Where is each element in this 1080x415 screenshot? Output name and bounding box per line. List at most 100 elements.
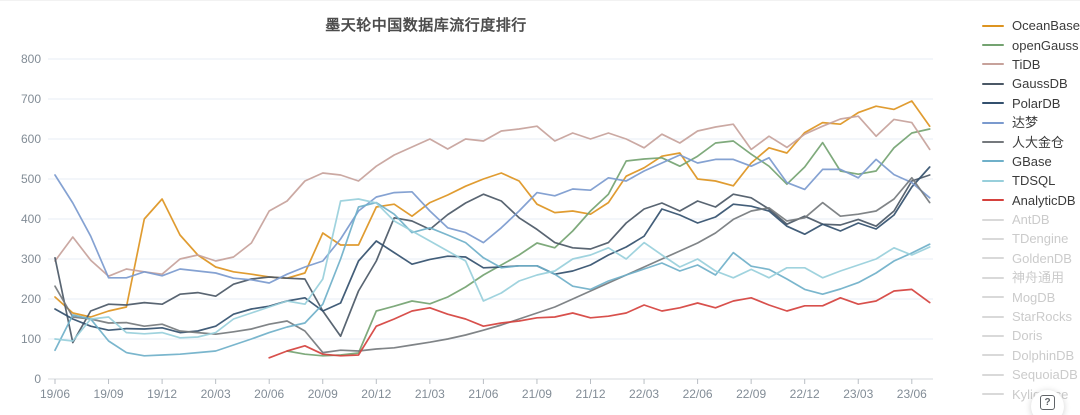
legend-label: OceanBase — [1012, 18, 1080, 34]
x-axis-tick-label: 22/03 — [629, 387, 659, 401]
legend-swatch — [982, 218, 1004, 221]
legend-swatch — [982, 141, 1004, 144]
y-axis-tick-label: 100 — [21, 332, 41, 346]
series-line-PolarDB — [54, 166, 931, 334]
legend-item-TDSQL[interactable]: TDSQL — [982, 171, 1080, 190]
legend-label: GBase — [1012, 153, 1052, 169]
legend-label: 达梦 — [1012, 115, 1039, 131]
legend-label: 神舟通用 — [1012, 270, 1065, 286]
legend-swatch — [982, 334, 1004, 337]
series-line-AnalyticDB — [268, 288, 931, 359]
legend-swatch — [982, 276, 1004, 279]
legend-label: openGauss — [1012, 37, 1079, 53]
legend-swatch — [982, 257, 1004, 260]
series-line-TiDB — [54, 115, 931, 278]
x-axis-tick-label: 22/09 — [736, 387, 766, 401]
chart-legend: OceanBase openGauss TiDB GaussDB PolarDB 达梦人大… — [982, 16, 1080, 404]
chart-title: 墨天轮中国数据库流行度排行 — [325, 17, 527, 34]
legend-swatch — [982, 121, 1004, 124]
x-axis-tick-label: 23/06 — [897, 387, 927, 401]
legend-label: StarRocks — [1012, 309, 1072, 325]
legend-swatch — [982, 373, 1004, 376]
legend-item-达梦[interactable]: 达梦 — [982, 113, 1080, 132]
legend-item-openGauss[interactable]: openGauss — [982, 35, 1080, 54]
legend-item-AntDB[interactable]: AntDB — [982, 210, 1080, 229]
legend-label: TDengine — [1012, 231, 1069, 247]
x-axis-tick-label: 22/06 — [683, 387, 713, 401]
legend-item-SequoiaDB[interactable]: SequoiaDB — [982, 365, 1080, 384]
legend-label: 人大金仓 — [1012, 134, 1065, 150]
series-line-人大金仓 — [54, 176, 931, 354]
legend-swatch — [982, 179, 1004, 182]
x-axis-tick-label: 20/09 — [308, 387, 338, 401]
legend-swatch — [982, 160, 1004, 163]
x-axis-tick-label: 19/06 — [40, 387, 70, 401]
y-axis-tick-label: 400 — [21, 212, 41, 226]
legend-label: TDSQL — [1012, 173, 1056, 189]
legend-item-神舟通用[interactable]: 神舟通用 — [982, 268, 1080, 287]
legend-swatch — [982, 82, 1004, 85]
legend-label: SequoiaDB — [1012, 367, 1078, 383]
legend-item-人大金仓[interactable]: 人大金仓 — [982, 132, 1080, 151]
legend-label: GaussDB — [1012, 76, 1068, 92]
series-line-openGauss — [286, 128, 931, 357]
legend-item-GBase[interactable]: GBase — [982, 152, 1080, 171]
x-axis-tick-label: 21/03 — [415, 387, 445, 401]
y-axis-tick-label: 700 — [21, 92, 41, 106]
legend-swatch — [982, 199, 1004, 202]
y-axis-tick-label: 300 — [21, 252, 41, 266]
series-line-GaussDB — [54, 174, 931, 344]
legend-swatch — [982, 296, 1004, 299]
legend-item-TDengine[interactable]: TDengine — [982, 229, 1080, 248]
x-axis-tick-label: 23/03 — [843, 387, 873, 401]
legend-item-TiDB[interactable]: TiDB — [982, 55, 1080, 74]
series-line-达梦 — [54, 154, 931, 284]
legend-item-DolphinDB[interactable]: DolphinDB — [982, 346, 1080, 365]
series-line-TDSQL — [54, 198, 931, 342]
legend-swatch — [982, 315, 1004, 318]
x-axis-tick-label: 19/12 — [147, 387, 177, 401]
legend-swatch — [982, 102, 1004, 105]
y-axis-tick-label: 500 — [21, 172, 41, 186]
legend-swatch — [982, 44, 1004, 47]
x-axis-tick-label: 22/12 — [790, 387, 820, 401]
series-line-OceanBase — [54, 100, 931, 318]
legend-label: AntDB — [1012, 212, 1050, 228]
legend-label: DolphinDB — [1012, 347, 1075, 363]
legend-label: GoldenDB — [1012, 250, 1072, 266]
legend-label: MogDB — [1012, 289, 1056, 305]
legend-label: Doris — [1012, 328, 1043, 344]
x-axis-tick-label: 20/06 — [254, 387, 284, 401]
x-axis-tick-label: 21/12 — [575, 387, 605, 401]
legend-item-GaussDB[interactable]: GaussDB — [982, 74, 1080, 93]
x-axis-tick-label: 21/06 — [468, 387, 498, 401]
y-axis-tick-label: 800 — [21, 52, 41, 66]
legend-item-AnalyticDB[interactable]: AnalyticDB — [982, 191, 1080, 210]
legend-item-OceanBase[interactable]: OceanBase — [982, 16, 1080, 35]
y-axis-tick-label: 600 — [21, 132, 41, 146]
legend-label: PolarDB — [1012, 95, 1061, 111]
legend-item-Doris[interactable]: Doris — [982, 326, 1080, 345]
question-mark-icon: ? — [1040, 395, 1055, 410]
help-button[interactable]: ? — [1031, 390, 1064, 415]
legend-swatch — [982, 237, 1004, 240]
y-axis-tick-label: 200 — [21, 292, 41, 306]
x-axis-tick-label: 20/03 — [201, 387, 231, 401]
legend-label: AnalyticDB — [1012, 192, 1076, 208]
legend-swatch — [982, 393, 1004, 396]
y-axis-tick-label: 0 — [34, 372, 41, 386]
legend-swatch — [982, 63, 1004, 66]
legend-item-StarRocks[interactable]: StarRocks — [982, 307, 1080, 326]
legend-item-PolarDB[interactable]: PolarDB — [982, 94, 1080, 113]
legend-label: TiDB — [1012, 56, 1041, 72]
legend-item-MogDB[interactable]: MogDB — [982, 287, 1080, 306]
series-line-GBase — [54, 201, 931, 357]
legend-item-GoldenDB[interactable]: GoldenDB — [982, 249, 1080, 268]
x-axis-tick-label: 20/12 — [361, 387, 391, 401]
legend-swatch — [982, 24, 1004, 27]
x-axis-tick-label: 21/09 — [522, 387, 552, 401]
legend-swatch — [982, 354, 1004, 357]
x-axis-tick-label: 19/09 — [94, 387, 124, 401]
